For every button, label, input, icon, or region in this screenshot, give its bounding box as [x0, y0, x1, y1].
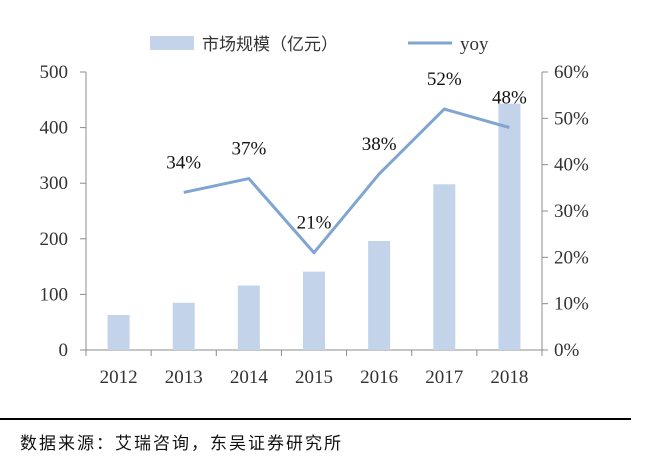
legend: 市场规模（亿元） yoy — [150, 34, 489, 55]
y-left-tick-label: 200 — [40, 229, 69, 250]
data-labels: 34% 37% 21% 38% 52% 48% — [166, 69, 527, 234]
yoy-data-label: 37% — [231, 139, 266, 160]
yoy-data-label: 34% — [166, 152, 201, 173]
y-right-tick-label: 40% — [554, 155, 589, 176]
y-left-tick-label: 400 — [40, 118, 69, 139]
y-right-tick-label: 0% — [554, 340, 580, 361]
yoy-data-label: 38% — [362, 134, 397, 155]
bar — [303, 271, 325, 350]
bar — [107, 314, 130, 350]
legend-bar-label: 市场规模（亿元） — [202, 35, 338, 55]
y-left-tick-label: 100 — [40, 284, 69, 305]
x-tick-label: 2016 — [360, 367, 398, 388]
x-tick-label: 2012 — [100, 367, 138, 388]
line-series — [183, 107, 510, 255]
source-note: 数据来源：艾瑞咨询，东吴证券研究所 — [20, 434, 343, 454]
x-tick-label: 2017 — [425, 367, 463, 388]
yoy-data-label: 48% — [492, 88, 527, 109]
x-tick-label: 2013 — [165, 367, 203, 388]
yoy-line — [183, 107, 510, 255]
x-tick-label: 2014 — [230, 367, 269, 388]
bar-series — [107, 103, 521, 350]
bar — [237, 285, 260, 350]
yoy-data-label: 21% — [297, 213, 332, 234]
bar — [368, 241, 391, 350]
y-left-tick-label: 500 — [40, 62, 69, 83]
bar — [498, 103, 521, 350]
x-tick-label: 2018 — [490, 367, 528, 388]
bar — [172, 302, 195, 350]
axes: 0 100 200 300 400 500 0% 10% 20% 30% 40% 50% 60% 2012… — [40, 62, 590, 388]
legend-line-label: yoy — [460, 34, 489, 55]
y-right-tick-label: 10% — [554, 294, 589, 315]
y-right-tick-label: 20% — [554, 247, 589, 268]
source-divider — [0, 418, 631, 420]
x-tick-label: 2015 — [295, 367, 333, 388]
y-left-tick-label: 300 — [40, 173, 69, 194]
y-right-tick-label: 30% — [554, 201, 589, 222]
yoy-data-label: 52% — [427, 69, 462, 90]
legend-bar-swatch — [150, 36, 194, 50]
y-right-tick-label: 60% — [554, 62, 589, 83]
y-right-tick-label: 50% — [554, 108, 589, 129]
y-left-tick-label: 0 — [59, 340, 69, 361]
bar — [433, 184, 456, 350]
